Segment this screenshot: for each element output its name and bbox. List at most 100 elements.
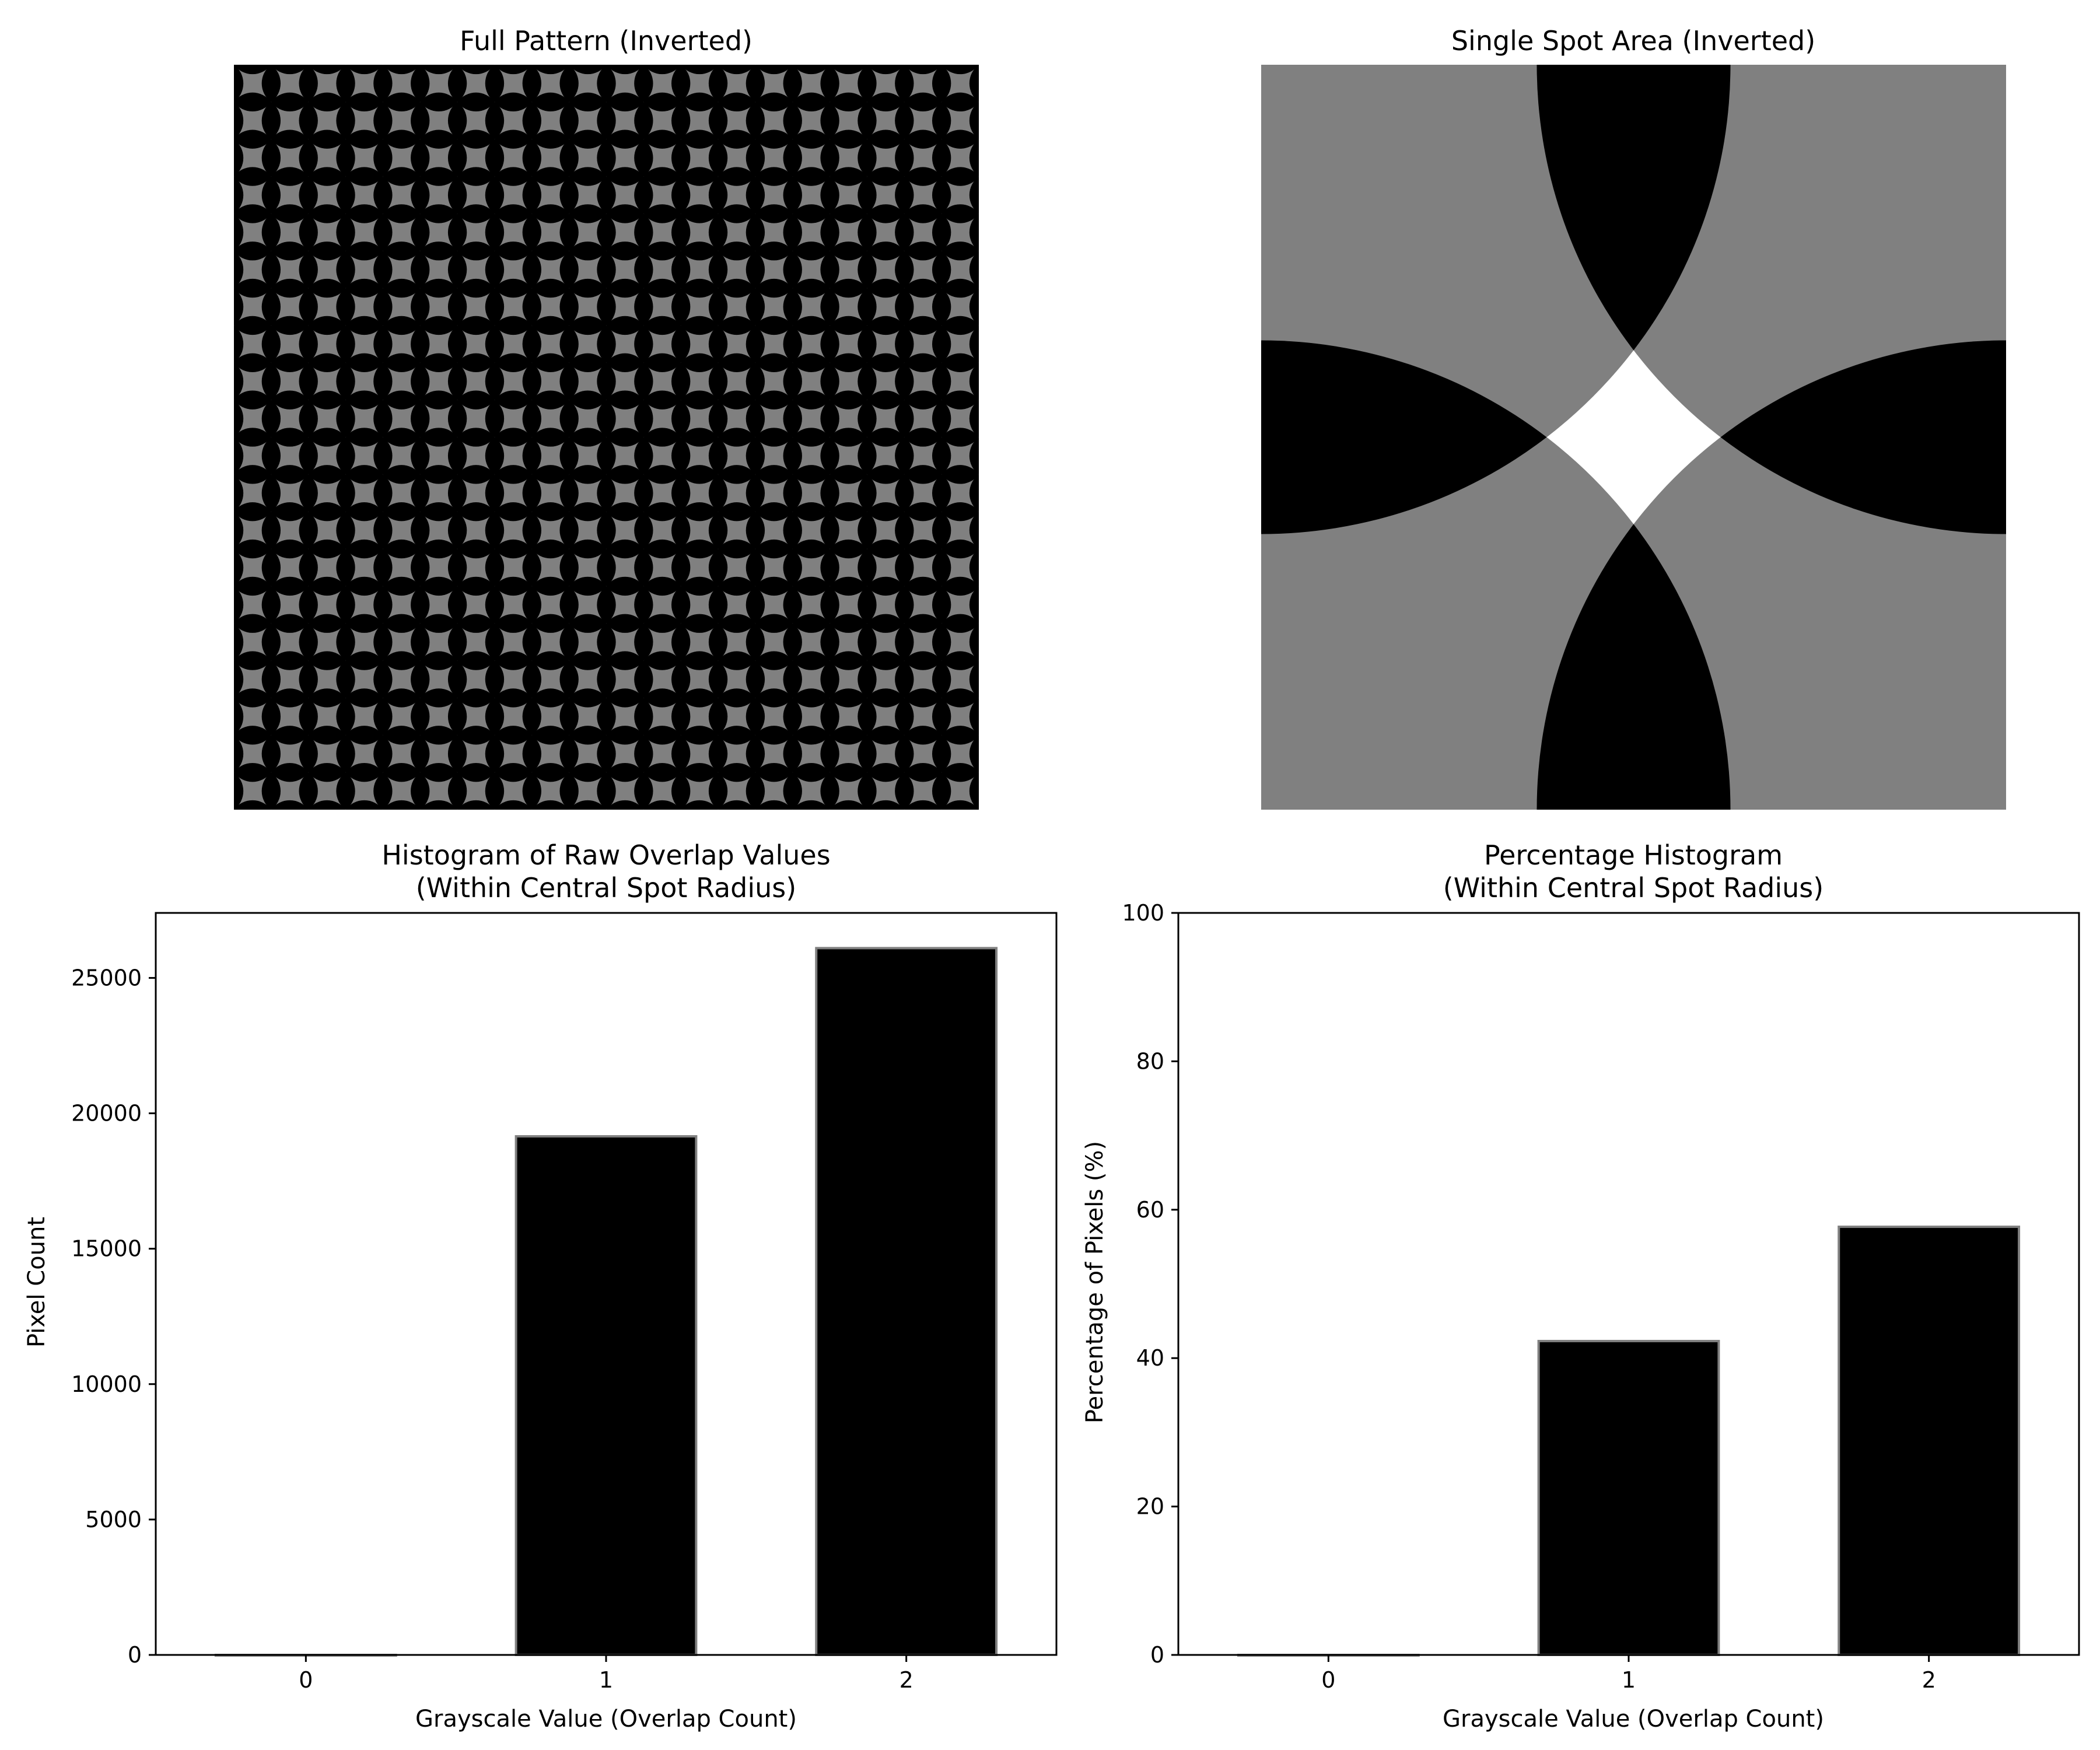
single-spot-panel: Single Spot Area (Inverted) <box>1261 25 2006 810</box>
overlap-lens <box>820 512 839 550</box>
overlap-lens <box>494 242 532 261</box>
overlap-lens <box>383 762 421 782</box>
overlap-lens <box>942 614 979 633</box>
percentage-histogram-chart: Percentage Histogram (Within Central Spo… <box>1082 839 2080 1732</box>
overlap-lens <box>820 325 839 363</box>
overlap-lens <box>643 651 681 670</box>
overlap-lens <box>261 288 281 326</box>
overlap-lens <box>671 139 691 177</box>
overlap-lens <box>336 176 355 214</box>
overlap-lens <box>606 278 644 298</box>
overlap-lens <box>485 214 505 251</box>
percentage-histogram-bar <box>1537 1339 1720 1657</box>
overlap-lens <box>792 651 830 670</box>
overlap-lens <box>234 502 271 522</box>
overlap-lens <box>569 92 607 112</box>
overlap-lens <box>718 92 755 112</box>
overlap-lens <box>932 176 951 214</box>
overlap-lens <box>373 623 393 661</box>
overlap-lens <box>681 130 719 149</box>
overlap-lens <box>783 772 802 810</box>
overlap-lens <box>485 474 505 512</box>
overlap-lens <box>345 428 383 447</box>
overlap-lens <box>522 176 541 214</box>
percentage-histogram-y-tick-label: 100 <box>1122 900 1164 926</box>
overlap-lens <box>261 735 281 773</box>
overlap-lens <box>932 474 951 512</box>
overlap-lens <box>345 92 383 112</box>
overlap-lens <box>420 65 458 75</box>
overlap-lens <box>485 400 505 438</box>
overlap-lens <box>942 688 979 708</box>
overlap-lens <box>411 660 430 698</box>
overlap-lens <box>569 651 607 670</box>
overlap-lens <box>411 623 430 661</box>
overlap-lens <box>858 325 877 363</box>
overlap-lens <box>942 167 979 186</box>
overlap-lens <box>345 651 383 670</box>
overlap-lens <box>522 437 541 475</box>
overlap-lens <box>345 539 383 559</box>
overlap-lens <box>932 325 951 363</box>
overlap-lens <box>643 614 681 633</box>
overlap-lens <box>755 688 793 708</box>
overlap-lens <box>895 400 914 438</box>
overlap-lens <box>383 576 421 596</box>
overlap-lens <box>373 698 393 736</box>
overlap-lens <box>559 623 579 661</box>
overlap-lens <box>308 688 346 708</box>
percentage-histogram-y-tick-label: 40 <box>1136 1345 1164 1371</box>
overlap-lens <box>746 400 765 438</box>
overlap-lens <box>531 688 569 708</box>
overlap-lens <box>271 242 309 261</box>
overlap-lens <box>858 623 877 661</box>
overlap-lens <box>867 465 905 484</box>
overlap-lens <box>969 698 979 736</box>
overlap-lens <box>271 167 309 186</box>
overlap-lens <box>271 502 309 522</box>
overlap-lens <box>942 576 979 596</box>
overlap-lens <box>681 688 719 708</box>
overlap-lens <box>522 660 541 698</box>
overlap-lens <box>373 65 393 102</box>
overlap-lens <box>420 651 458 670</box>
overlap-lens <box>531 353 569 372</box>
overlap-lens <box>746 288 765 326</box>
overlap-lens <box>942 92 979 112</box>
overlap-lens <box>969 325 979 363</box>
overlap-lens <box>234 576 271 596</box>
overlap-lens <box>904 204 942 223</box>
overlap-lens <box>783 735 802 773</box>
overlap-lens <box>858 735 877 773</box>
overlap-lens <box>494 428 532 447</box>
overlap-lens <box>234 362 244 400</box>
overlap-lens <box>447 176 467 214</box>
percentage-histogram-y-tick-label: 0 <box>1150 1642 1164 1668</box>
overlap-lens <box>457 92 495 112</box>
overlap-lens <box>597 362 616 400</box>
overlap-lens <box>858 549 877 586</box>
overlap-lens <box>559 362 579 400</box>
overlap-lens <box>746 512 765 550</box>
full-pattern-panel: Full Pattern (Inverted) <box>234 25 979 810</box>
overlap-lens <box>671 251 691 289</box>
overlap-lens <box>634 698 653 736</box>
spot-overlap-lens <box>1261 340 1547 534</box>
overlap-lens <box>383 242 421 261</box>
overlap-lens <box>457 502 495 522</box>
overlap-lens <box>681 539 719 559</box>
overlap-lens <box>792 167 830 186</box>
overlap-lens <box>746 325 765 363</box>
overlap-lens <box>261 102 281 139</box>
overlap-lens <box>373 400 393 438</box>
overlap-lens <box>904 651 942 670</box>
overlap-lens <box>531 204 569 223</box>
overlap-lens <box>261 474 281 512</box>
overlap-lens <box>746 586 765 624</box>
overlap-lens <box>420 242 458 261</box>
overlap-lens <box>671 288 691 326</box>
overlap-lens <box>373 437 393 475</box>
overlap-lens <box>383 353 421 372</box>
overlap-lens <box>755 800 793 810</box>
overlap-lens <box>895 586 914 624</box>
